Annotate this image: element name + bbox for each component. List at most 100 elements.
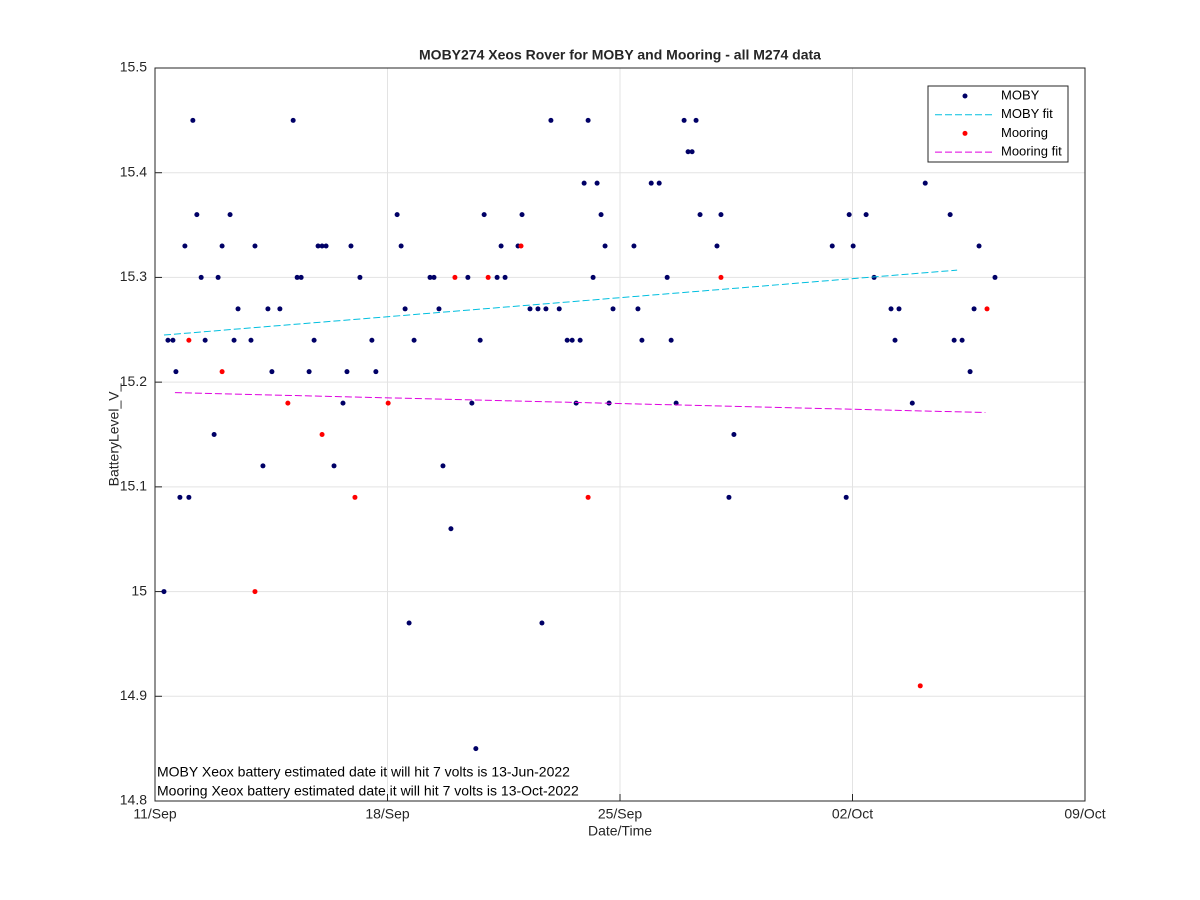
point — [697, 212, 703, 218]
legend-label: Mooring — [1001, 125, 1048, 140]
point — [348, 243, 354, 249]
point — [452, 274, 458, 280]
point — [909, 400, 915, 406]
point — [485, 274, 491, 280]
point — [959, 337, 965, 343]
point — [984, 306, 990, 312]
point — [315, 243, 321, 249]
x-tick-label: 11/Sep — [133, 806, 177, 822]
point — [227, 212, 233, 218]
point — [436, 306, 442, 312]
chart-title: MOBY274 Xeos Rover for MOBY and Mooring … — [419, 47, 821, 63]
point — [202, 337, 208, 343]
point — [331, 463, 337, 469]
point — [194, 212, 200, 218]
point — [344, 369, 350, 375]
axes-box — [154, 67, 1086, 802]
x-tick-label: 25/Sep — [598, 806, 643, 822]
legend-label: Mooring fit — [1001, 144, 1062, 159]
point — [290, 117, 296, 123]
point — [539, 620, 545, 626]
point — [556, 306, 562, 312]
point — [527, 306, 533, 312]
point — [598, 212, 604, 218]
point — [731, 432, 737, 437]
point — [198, 274, 204, 280]
point — [917, 683, 923, 689]
point — [718, 274, 724, 280]
point — [502, 274, 508, 280]
point — [369, 337, 375, 343]
point — [373, 369, 379, 375]
point — [431, 274, 437, 280]
point — [448, 526, 454, 532]
x-tick-label: 18/Sep — [365, 806, 410, 822]
point — [385, 400, 391, 406]
y-tick-label: 15.1 — [120, 478, 147, 494]
point — [922, 180, 928, 186]
point — [269, 369, 275, 375]
fit-line — [174, 392, 986, 414]
point — [590, 274, 596, 280]
annotation: Mooring Xeox battery estimated date it w… — [157, 783, 579, 799]
fit-line — [163, 269, 958, 336]
point — [976, 243, 982, 249]
point — [406, 620, 412, 626]
point — [543, 306, 549, 312]
point — [402, 306, 408, 312]
point — [277, 306, 283, 312]
point — [888, 306, 894, 312]
point — [693, 117, 699, 123]
point — [357, 274, 363, 280]
point — [863, 212, 869, 218]
point — [177, 494, 183, 500]
point — [165, 337, 171, 343]
point — [252, 243, 258, 249]
point — [569, 337, 575, 343]
point — [714, 243, 720, 249]
y-tick-label: 14.8 — [120, 792, 147, 808]
marks — [161, 117, 998, 752]
point — [518, 243, 524, 249]
point — [170, 337, 176, 343]
point — [182, 243, 188, 249]
point — [726, 494, 732, 500]
point — [535, 306, 541, 312]
y-axis-label: BatteryLevel_V_ — [106, 383, 122, 486]
legend-box — [927, 85, 1069, 163]
point — [323, 243, 329, 249]
point — [718, 212, 724, 218]
point — [398, 243, 404, 249]
point — [161, 589, 167, 595]
legend-swatch — [962, 130, 968, 136]
point — [656, 180, 662, 186]
point — [992, 274, 998, 280]
point — [231, 337, 237, 343]
y-tick-label: 15 — [131, 582, 147, 598]
point — [319, 432, 325, 437]
point — [498, 243, 504, 249]
point — [211, 432, 217, 437]
point — [219, 369, 225, 375]
point — [681, 117, 687, 123]
annotation: MOBY Xeox battery estimated date it will… — [157, 764, 570, 780]
point — [573, 400, 579, 406]
point — [951, 337, 957, 343]
point — [340, 400, 346, 406]
point — [967, 369, 973, 375]
y-tick-label: 14.9 — [120, 687, 147, 703]
y-tick-label: 15.2 — [120, 373, 147, 389]
point — [585, 117, 591, 123]
point — [260, 463, 266, 469]
point — [440, 463, 446, 469]
point — [685, 149, 691, 155]
point — [947, 212, 953, 218]
y-tick-label: 15.5 — [120, 59, 147, 75]
point — [352, 494, 358, 500]
point — [631, 243, 637, 249]
point — [673, 400, 679, 406]
point — [548, 117, 554, 123]
point — [248, 337, 254, 343]
point — [850, 243, 856, 249]
point — [581, 180, 587, 186]
